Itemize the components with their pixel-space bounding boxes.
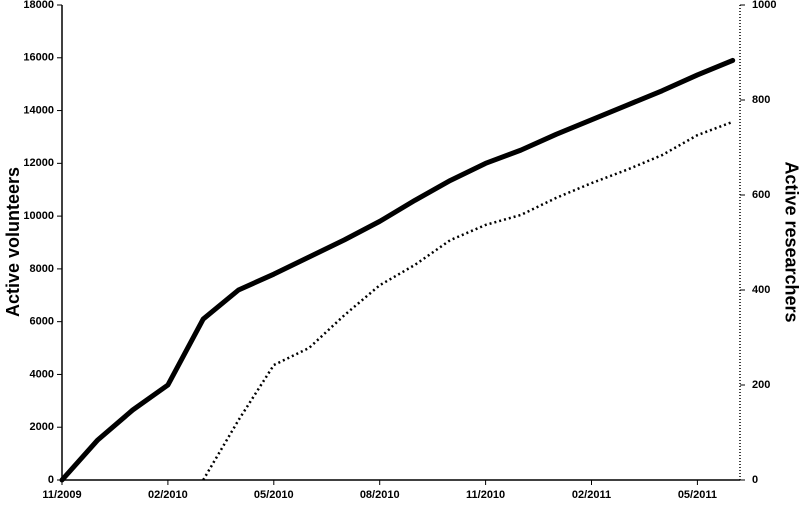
x-tick-label: 05/2011 — [678, 489, 717, 501]
x-tick-label: 08/2010 — [360, 489, 400, 501]
y2-tick-label: 1000 — [752, 0, 776, 11]
y-tick-label: 0 — [48, 474, 54, 486]
y-tick-label: 16000 — [23, 52, 54, 64]
y-tick-label: 8000 — [30, 263, 54, 275]
y-axis-title: Active volunteers — [3, 167, 23, 317]
x-tick-label: 02/2011 — [572, 489, 611, 501]
y-tick-label: 14000 — [23, 104, 54, 116]
y-tick-label: 18000 — [23, 0, 54, 11]
x-tick-label: 02/2010 — [148, 489, 188, 501]
y2-tick-label: 200 — [752, 379, 770, 391]
y2-axis-title: Active researchers — [781, 161, 800, 322]
series-line — [59, 57, 736, 483]
x-tick-label: 05/2010 — [254, 489, 294, 501]
y-tick-label: 4000 — [30, 368, 54, 380]
y2-tick-label: 400 — [752, 284, 770, 296]
y-tick-label: 12000 — [23, 157, 54, 169]
y2-tick-label: 800 — [752, 94, 770, 106]
x-tick-label: 11/2009 — [42, 489, 81, 501]
y2-tick-label: 600 — [752, 189, 770, 201]
y-tick-label: 10000 — [23, 210, 54, 222]
y-tick-label: 2000 — [30, 421, 54, 433]
y-tick-label: 6000 — [30, 316, 54, 328]
y2-tick-label: 0 — [752, 474, 758, 486]
x-tick-label: 11/2010 — [466, 489, 505, 501]
series-line — [202, 120, 734, 481]
